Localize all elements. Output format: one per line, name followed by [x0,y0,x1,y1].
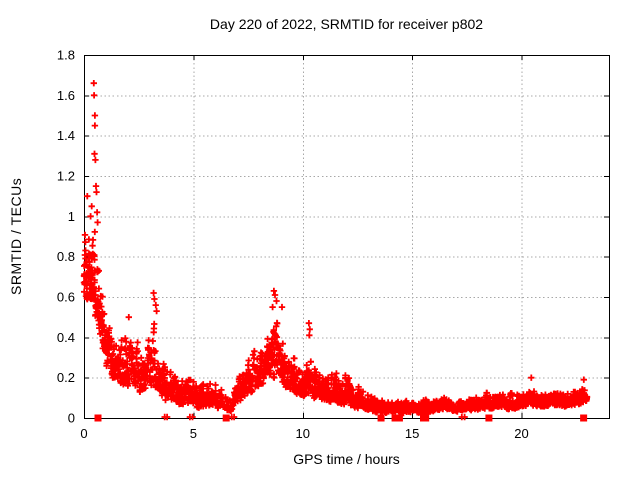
y-tick-label: 0 [68,410,75,425]
y-tick-label: 1.6 [57,88,75,103]
y-axis-title: SRMTID / TECUs [8,177,24,296]
y-tick-label: 1.2 [57,168,75,183]
x-tick-label: 20 [514,426,528,441]
zero-flag-marker [422,414,430,422]
y-tick-label: 0.4 [57,330,75,345]
chart-title: Day 220 of 2022, SRMTID for receiver p80… [209,16,484,32]
zero-flag-marker [222,414,230,422]
x-axis-title: GPS time / hours [293,451,400,467]
zero-flag-marker [391,414,399,422]
zero-flag-marker [94,414,102,422]
y-tick-label: 0.8 [57,249,75,264]
zero-flag-marker [580,414,588,422]
zero-flag-marker [377,414,385,422]
zero-flag-marker [395,414,403,422]
zero-flag-marker [485,414,493,422]
scatter-points [80,80,591,421]
y-tick-label: 0.2 [57,370,75,385]
y-tick-label: 1 [68,209,75,224]
y-tick-label: 0.6 [57,289,75,304]
y-tick-label: 1.8 [57,47,75,62]
y-tick-label: 1.4 [57,128,75,143]
x-tick-label: 15 [405,426,419,441]
x-tick-label: 5 [190,426,197,441]
x-tick-label: 10 [296,426,310,441]
x-tick-label: 0 [80,426,87,441]
